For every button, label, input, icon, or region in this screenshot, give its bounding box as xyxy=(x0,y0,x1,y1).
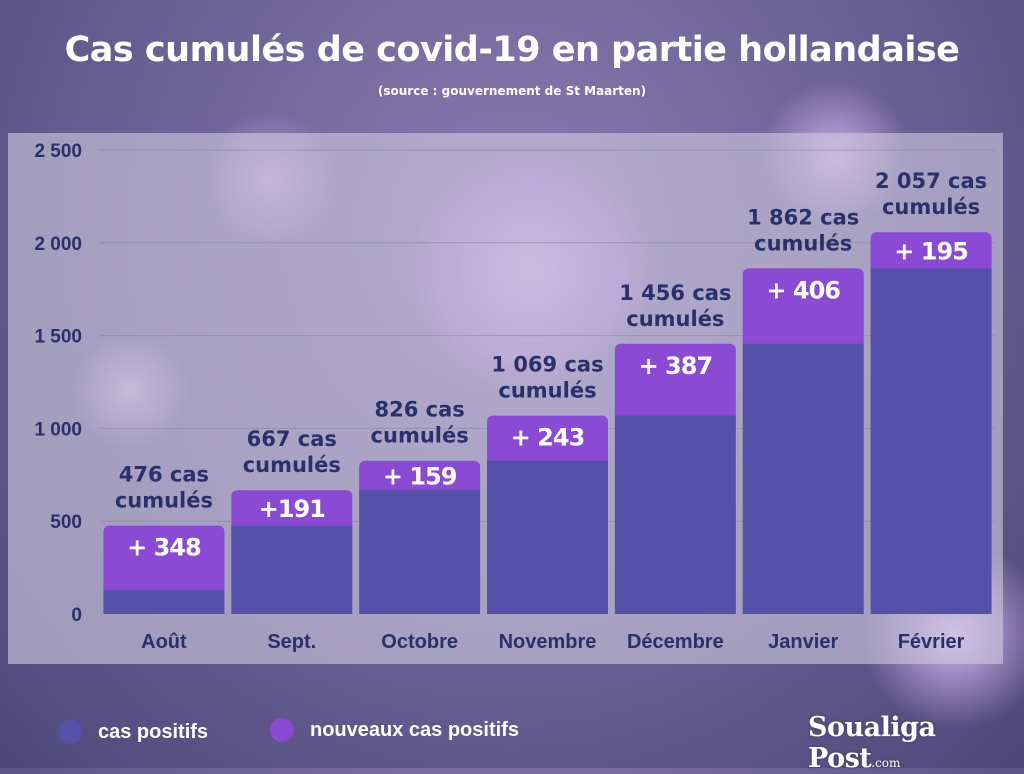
total-data-label: 667 cas xyxy=(247,427,337,451)
bar-increase xyxy=(103,525,225,597)
bar-base xyxy=(870,268,992,614)
legend-label: cas positifs xyxy=(98,720,209,743)
chart-title: Cas cumulés de covid-19 en partie hollan… xyxy=(64,30,960,70)
x-tick-label: Octobre xyxy=(381,631,458,653)
x-tick-label: Novembre xyxy=(499,631,597,653)
total-data-label: 1 862 cas xyxy=(747,205,859,229)
total-data-label: 1 069 cas xyxy=(491,353,603,377)
y-tick-label: 1 500 xyxy=(34,327,82,348)
total-data-label: cumulés xyxy=(882,195,980,219)
bar-base xyxy=(487,460,608,614)
increase-data-label: +191 xyxy=(259,495,326,523)
chart-subtitle: (source : gouvernement de St Maarten) xyxy=(377,84,647,98)
bar-increase xyxy=(614,343,736,422)
bar-base xyxy=(614,415,736,614)
y-tick-label: 2 000 xyxy=(34,234,82,255)
legend-swatch-nouveaux-cas xyxy=(270,718,294,742)
bar-increase xyxy=(359,460,481,497)
total-data-label: 826 cas xyxy=(375,398,465,422)
total-data-label: 1 456 cas xyxy=(619,281,731,305)
y-tick-label: 0 xyxy=(71,605,82,626)
increase-data-label: + 195 xyxy=(894,237,968,265)
x-tick-label: Janvier xyxy=(768,631,838,653)
y-tick-label: 500 xyxy=(50,512,82,533)
total-data-label: 2 057 cas xyxy=(875,169,987,193)
total-data-label: cumulés xyxy=(243,453,341,477)
x-tick-label: Décembre xyxy=(627,631,724,653)
legend-item-cas-positifs: cas positifs xyxy=(58,720,208,744)
increase-data-label: + 387 xyxy=(639,352,713,380)
total-data-label: cumulés xyxy=(754,231,852,255)
y-tick-label: 1 000 xyxy=(34,419,82,440)
x-tick-label: Août xyxy=(141,631,187,653)
bar-base xyxy=(103,590,225,614)
bar-base xyxy=(742,343,864,614)
x-tick-label: Février xyxy=(898,631,965,653)
total-data-label: 476 cas xyxy=(119,463,209,487)
bar-base xyxy=(359,490,481,614)
bar-increase xyxy=(742,268,864,350)
bar-base xyxy=(231,525,353,614)
bar-increase xyxy=(231,490,353,532)
legend-item-nouveaux-cas: nouveaux cas positifs xyxy=(270,718,519,742)
bar-increase xyxy=(870,232,992,275)
increase-data-label: + 348 xyxy=(127,534,201,562)
total-data-label: cumulés xyxy=(626,307,724,331)
x-tick-label: Sept. xyxy=(267,631,316,653)
brand-logo: Soualiga Post.com xyxy=(808,712,1024,774)
y-tick-label: 2 500 xyxy=(34,141,82,162)
increase-data-label: + 406 xyxy=(766,276,840,304)
total-data-label: cumulés xyxy=(371,424,469,448)
increase-data-label: + 243 xyxy=(511,424,585,452)
legend-swatch-cas-positifs xyxy=(58,720,82,744)
bar-increase xyxy=(487,415,608,467)
legend-label: nouveaux cas positifs xyxy=(310,718,519,741)
total-data-label: cumulés xyxy=(498,379,596,403)
total-data-label: cumulés xyxy=(115,489,213,513)
brand-suffix: .com xyxy=(871,756,901,770)
increase-data-label: + 159 xyxy=(383,462,457,490)
